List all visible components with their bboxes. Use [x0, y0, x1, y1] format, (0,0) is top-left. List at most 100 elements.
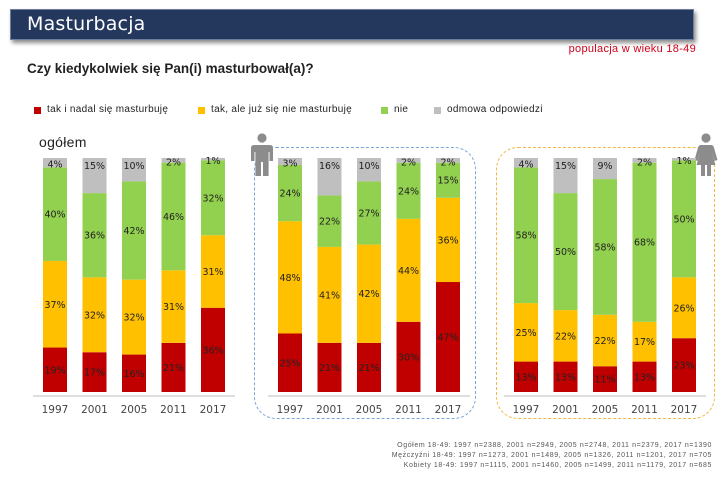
overall-bar-2011-no [161, 162, 186, 271]
men-bar-2011-no [396, 162, 421, 219]
men-bar-1997-no [278, 165, 302, 222]
men-label-2001-still: 21% [319, 363, 340, 374]
overall-label-2005-past: 32% [123, 313, 144, 324]
women-year-1997: 1997 [513, 404, 540, 416]
overall-label-2005-no: 42% [123, 226, 144, 237]
men-label-2017-still: 47% [437, 333, 458, 344]
women-bar-2011-no [632, 162, 657, 322]
women-bar-1997-refusal [514, 158, 538, 168]
overall-bar-2011-still [161, 342, 186, 392]
women-label-2005-no: 58% [594, 242, 615, 253]
overall-bar-2001-past [82, 277, 107, 353]
men-label-2017-no: 15% [437, 176, 458, 187]
overall-bar-1997-still [43, 347, 67, 392]
overall-label-1997-refusal: 4% [47, 160, 62, 171]
overall-label-2001-past: 32% [84, 310, 105, 321]
women-year-2011: 2011 [631, 404, 658, 416]
overall-label-2001-still: 17% [84, 368, 105, 379]
overall-label-2001-refusal: 15% [84, 161, 105, 172]
stacked-bar-chart: 19% 37% 40% 4% 1997 17% 32% 36% 15% 2001 16% 32% 42%… [33, 156, 706, 416]
men-label-1997-past: 48% [279, 273, 300, 284]
women-label-1997-no: 58% [515, 231, 536, 242]
women-label-2017-no: 50% [673, 214, 694, 225]
men-bar-2017-past [436, 197, 460, 283]
overall-label-2005-still: 16% [123, 369, 144, 380]
women-label-2001-still: 13% [555, 372, 576, 383]
men-label-1997-no: 24% [279, 189, 300, 200]
women-bar-2005-refusal [593, 158, 617, 180]
men-label-2011-refusal: 2% [401, 157, 416, 168]
women-label-2001-refusal: 15% [555, 161, 576, 172]
women-label-2011-still: 13% [634, 372, 655, 383]
footnote-men: Mężczyźni 18-49: 1997 n=1273, 2001 n=148… [391, 452, 712, 459]
men-label-2011-past: 44% [398, 266, 419, 277]
overall-label-2011-past: 31% [163, 302, 184, 313]
women-label-2017-past: 26% [673, 303, 694, 314]
women-label-2005-past: 22% [594, 336, 615, 347]
overall-year-2017: 2017 [200, 404, 227, 416]
overall-year-2005: 2005 [121, 404, 148, 416]
women-bar-2011-still [632, 361, 657, 392]
overall-bar-2005-still [122, 354, 146, 392]
overall-label-1997-no: 40% [44, 210, 65, 221]
overall-bar-1997-no [43, 167, 67, 261]
men-label-2005-no: 27% [358, 208, 379, 219]
men-label-2011-still: 30% [398, 352, 419, 363]
footnote-overall: Ogółem 18-49: 1997 n=2388, 2001 n=2949, … [397, 442, 712, 449]
men-bar-2005-still [357, 342, 381, 392]
overall-label-2005-refusal: 10% [123, 161, 144, 172]
men-year-2001: 2001 [316, 404, 343, 416]
overall-label-2017-no: 32% [202, 193, 223, 204]
men-label-1997-still: 25% [279, 358, 300, 369]
legend-label-refusal: odmowa odpowiedzi [447, 104, 543, 115]
men-year-2005: 2005 [356, 404, 383, 416]
men-label-2005-refusal: 10% [358, 161, 379, 172]
overall-year-2001: 2001 [81, 404, 108, 416]
legend-swatch-refusal [434, 107, 441, 114]
women-label-1997-past: 25% [515, 328, 536, 339]
footnote-women: Kobiety 18-49: 1997 n=1115, 2001 n=1460,… [403, 462, 712, 469]
women-bar-2001-refusal [553, 158, 578, 194]
overall-bar-1997-refusal [43, 158, 67, 168]
legend-label-no: nie [394, 104, 409, 115]
legend-label-past: tak, ale już się nie masturbuję [211, 104, 353, 115]
women-bar-1997-past [514, 303, 538, 362]
overall-year-1997: 1997 [42, 404, 69, 416]
men-label-2011-no: 24% [398, 186, 419, 197]
men-bar-1997-past [278, 221, 302, 334]
men-bar-2017-refusal [436, 158, 460, 163]
men-label-2017-refusal: 2% [440, 157, 455, 168]
overall-bar-2005-no [122, 181, 146, 280]
men-bar-2001-still [317, 342, 342, 392]
population-note: populacja w wieku 18-49 [568, 43, 696, 55]
men-bar-2001-no [317, 195, 342, 247]
overall-bar-2017-still [201, 307, 225, 392]
overall-bar-2017-refusal [201, 158, 225, 161]
women-bar-2001-past [553, 310, 578, 362]
slide-title: Masturbacja [27, 13, 146, 35]
men-label-1997-refusal: 3% [282, 159, 297, 170]
female-person-icon [694, 133, 718, 176]
women-label-2005-refusal: 9% [597, 161, 612, 172]
overall-year-2011: 2011 [160, 404, 187, 416]
men-year-2011: 2011 [395, 404, 422, 416]
women-bar-2017-refusal [672, 158, 696, 161]
overall-bar-2011-refusal [161, 158, 186, 163]
overall-bar-2005-refusal [122, 158, 146, 182]
women-year-2017: 2017 [671, 404, 698, 416]
overall-bar-2011-past [161, 270, 186, 343]
women-label-2001-no: 50% [555, 247, 576, 258]
women-bar-2001-no [553, 193, 578, 311]
male-person-icon [251, 133, 273, 176]
women-group-box [496, 147, 715, 419]
men-bar-2001-refusal [317, 158, 342, 196]
women-label-1997-still: 13% [515, 372, 536, 383]
women-bar-2017-past [672, 277, 696, 339]
men-bar-2005-past [357, 244, 381, 343]
women-label-2011-no: 68% [634, 238, 655, 249]
overall-label: ogółem [39, 134, 87, 150]
women-label-2017-refusal: 1% [676, 156, 691, 167]
men-year-1997: 1997 [277, 404, 304, 416]
women-bar-2005-past [593, 314, 617, 367]
men-year-2017: 2017 [435, 404, 462, 416]
